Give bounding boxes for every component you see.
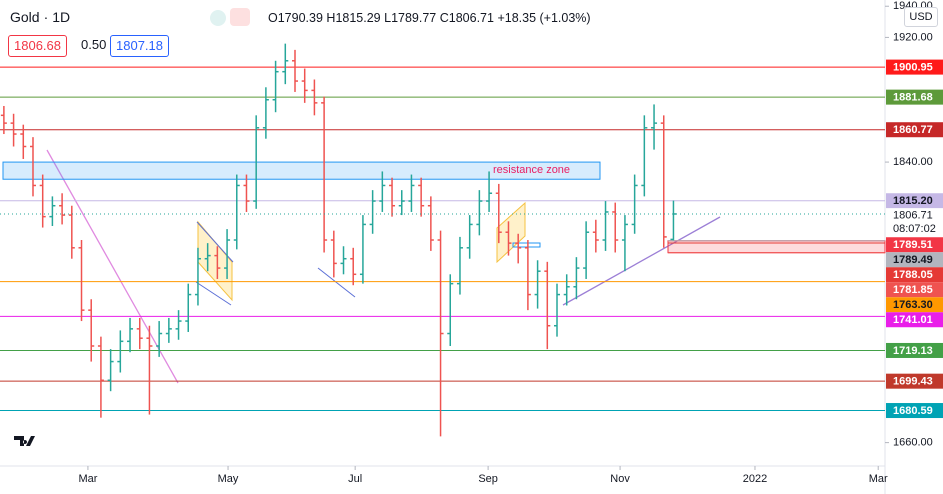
key: L bbox=[384, 11, 392, 25]
bars bbox=[0, 43, 677, 437]
x-tick-label: Nov bbox=[610, 473, 630, 485]
close-value: 1806.71 bbox=[448, 11, 494, 25]
price-label-box bbox=[886, 297, 943, 313]
market-icon[interactable] bbox=[230, 8, 250, 26]
symbol: Gold bbox=[10, 9, 40, 25]
price-label: 1789.49 bbox=[893, 254, 933, 266]
symbol-title: Gold · 1D bbox=[10, 9, 74, 25]
x-tick-label: Mar bbox=[78, 473, 97, 485]
key: H bbox=[326, 11, 336, 25]
buy-price[interactable]: 1807.18 bbox=[110, 35, 169, 57]
flag-line bbox=[195, 281, 232, 306]
logo bbox=[14, 436, 35, 446]
trend-line bbox=[46, 149, 179, 384]
x-tick-label: 2022 bbox=[743, 473, 767, 485]
price-label-box bbox=[886, 312, 943, 328]
price-label: 1719.13 bbox=[893, 345, 933, 357]
low-value: 1789.77 bbox=[391, 11, 437, 25]
status-icon[interactable] bbox=[210, 10, 226, 26]
price-label-box bbox=[886, 403, 943, 419]
y-tick-label: 1920.00 bbox=[893, 31, 933, 43]
price-label-box bbox=[886, 267, 943, 283]
price-label-box bbox=[886, 237, 943, 253]
currency-select[interactable]: USD bbox=[904, 7, 938, 27]
ohlc-legend: O1790.39 H1815.29 L1789.77 C1806.71 +18.… bbox=[268, 11, 591, 25]
price-label: 1680.59 bbox=[893, 405, 933, 417]
flag-pattern bbox=[496, 201, 526, 264]
high-value: 1815.29 bbox=[335, 11, 381, 25]
price-label-box bbox=[886, 59, 943, 75]
sell-price[interactable]: 1806.68 bbox=[8, 35, 67, 57]
y-tick-label: 1660.00 bbox=[893, 437, 933, 449]
price-label-box bbox=[886, 193, 943, 209]
spread: 0.50 bbox=[81, 37, 107, 52]
price-label: 1881.68 bbox=[893, 92, 933, 104]
price-label: 1900.95 bbox=[893, 62, 933, 74]
price-label-box bbox=[886, 342, 943, 358]
countdown-label: 08:07:02 bbox=[893, 223, 936, 235]
x-tick-label: May bbox=[218, 473, 239, 485]
key: O bbox=[268, 11, 278, 25]
x-tick-label: Jul bbox=[348, 473, 362, 485]
price-label-box bbox=[886, 122, 943, 138]
price-label: 1815.20 bbox=[893, 195, 933, 207]
zone-label: resistance zone bbox=[493, 164, 570, 176]
tv-logo bbox=[14, 436, 35, 446]
x-tick-label: Sep bbox=[478, 473, 498, 485]
price-label-box bbox=[886, 373, 943, 389]
flag-line bbox=[317, 267, 356, 298]
trend-line bbox=[562, 216, 721, 306]
key: C bbox=[439, 11, 449, 25]
price-label: 1781.85 bbox=[893, 284, 933, 296]
current-price-box bbox=[886, 208, 943, 238]
price-label-box bbox=[886, 282, 943, 298]
price-label-box bbox=[886, 252, 943, 268]
price-label: 1699.43 bbox=[893, 376, 933, 388]
current-price-label: 1806.71 bbox=[893, 210, 933, 222]
price-label-box bbox=[886, 89, 943, 105]
zone bbox=[2, 161, 601, 180]
x-tick-label: Mar bbox=[869, 473, 888, 485]
y-tick-label: 1840.00 bbox=[893, 156, 933, 168]
interval: 1D bbox=[52, 9, 71, 25]
marker-box bbox=[512, 242, 541, 248]
separator: · bbox=[43, 9, 49, 25]
change-pct: (+1.03%) bbox=[539, 11, 591, 25]
price-label: 1789.51 bbox=[893, 239, 933, 251]
price-label: 1860.77 bbox=[893, 124, 933, 136]
price-label: 1763.30 bbox=[893, 299, 933, 311]
price-label: 1788.05 bbox=[893, 269, 933, 281]
drawings bbox=[46, 149, 721, 384]
open-value: 1790.39 bbox=[277, 11, 323, 25]
price-label: 1741.01 bbox=[893, 314, 933, 326]
change: +18.35 bbox=[497, 11, 537, 25]
